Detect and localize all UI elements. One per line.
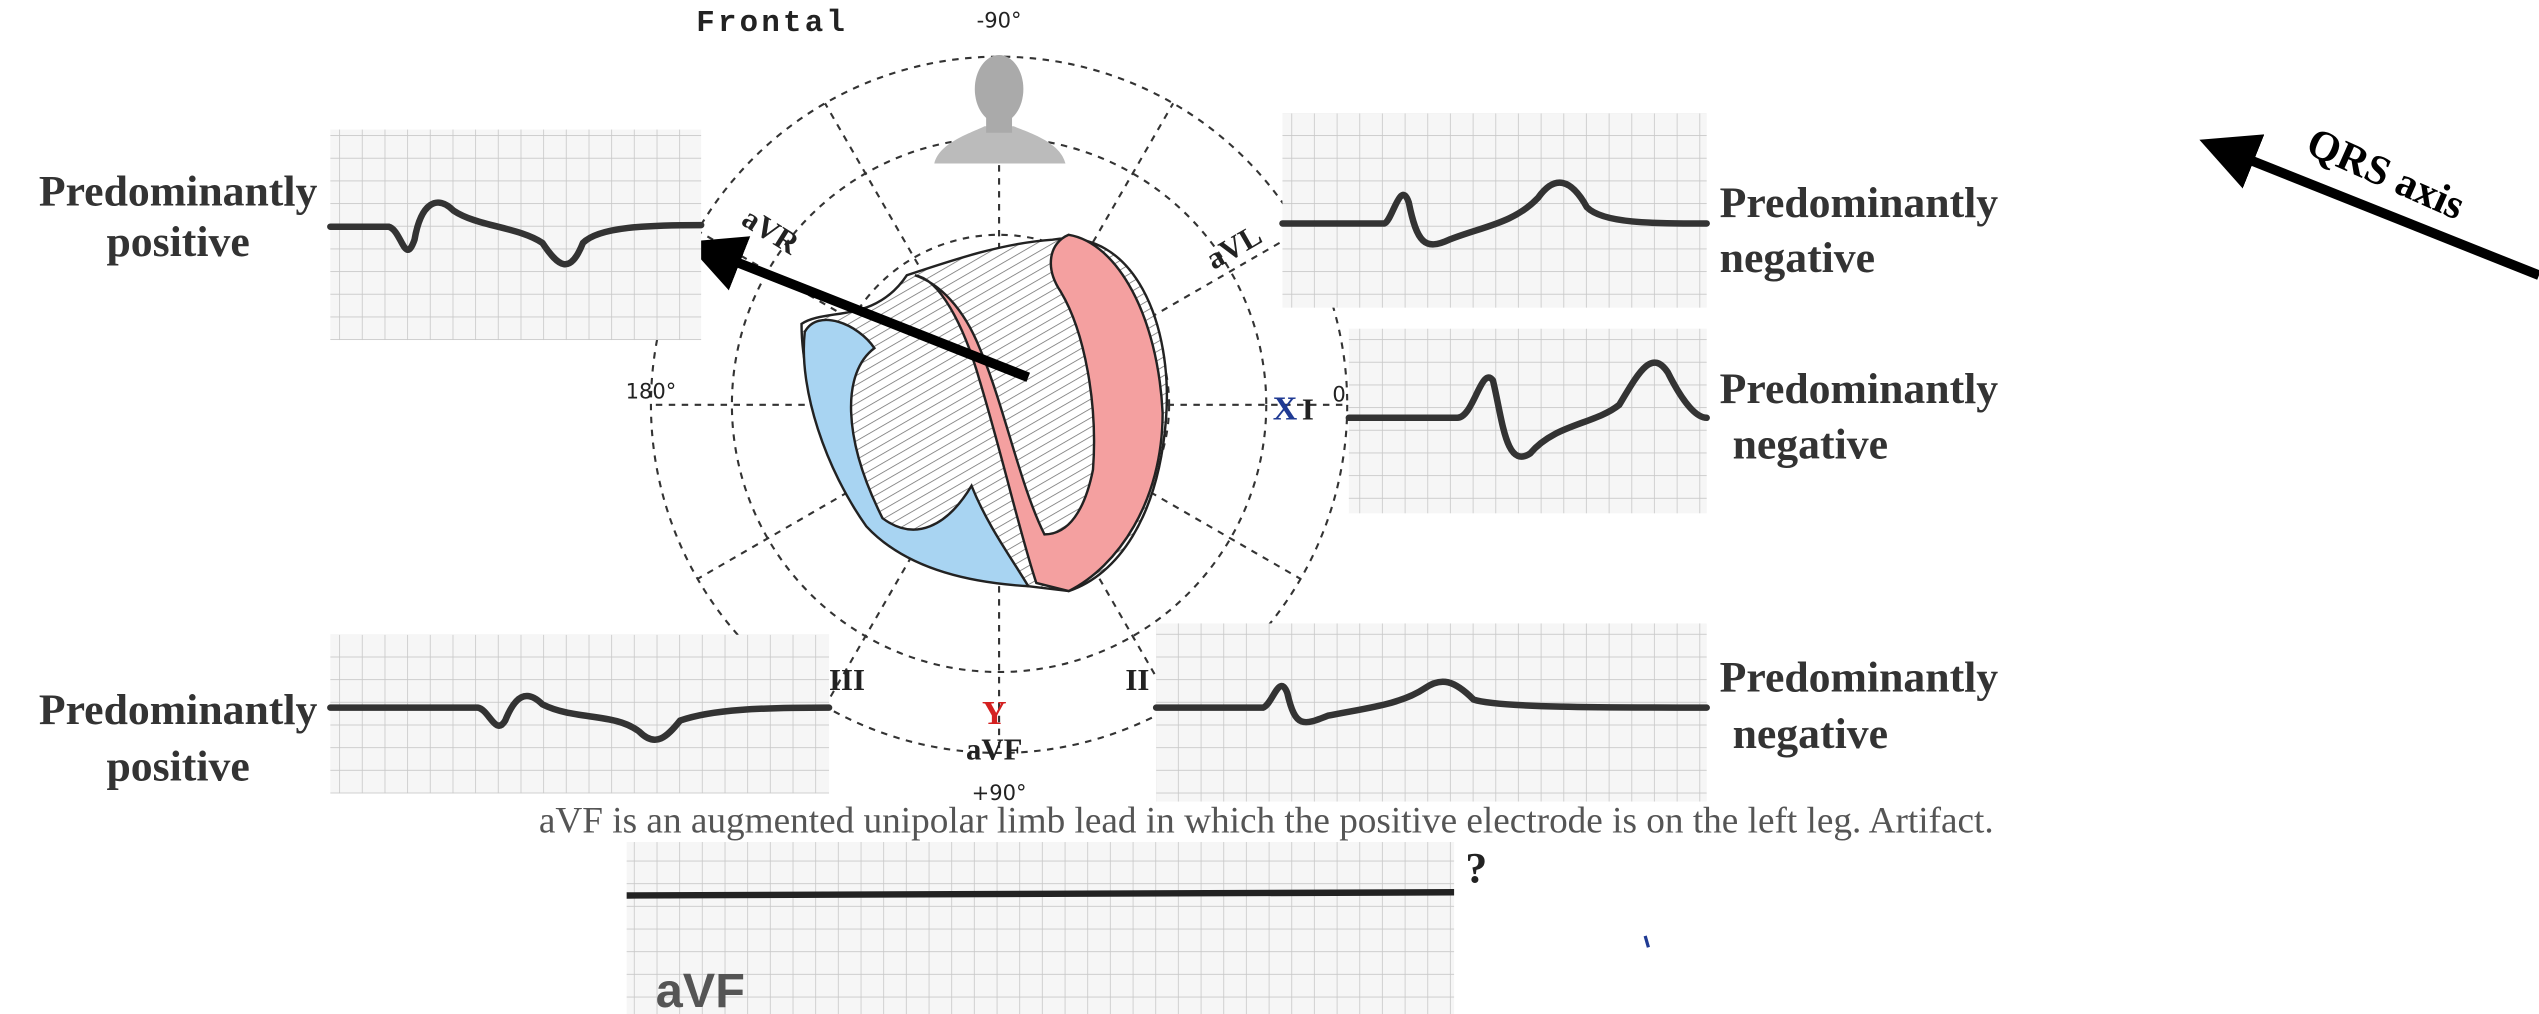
angle-label: +90° [972, 780, 1027, 805]
strip-lead-label: aVF [656, 964, 745, 1014]
polar-ray [1079, 102, 1175, 266]
ecg-strip [327, 634, 833, 794]
strip-label: Predominantly [1720, 653, 1999, 701]
strip-label: positive [106, 218, 249, 266]
polar-ray [824, 544, 920, 707]
strip-label: Predominantly [1720, 179, 1999, 227]
question-mark: ? [1465, 845, 1487, 893]
axis-label: X [1273, 390, 1298, 427]
polar-ray [1138, 229, 1302, 325]
lead-label: II [1125, 663, 1149, 697]
strip-label: positive [106, 742, 249, 790]
strip-label: negative [1720, 234, 1875, 282]
ecg-strip [626, 842, 1455, 1014]
ecg-strip [1279, 113, 1710, 308]
angle-label: -90° [977, 8, 1022, 33]
heart [800, 233, 1169, 593]
strip-label: Predominantly [1720, 365, 1999, 413]
axis-label: Y [982, 695, 1007, 732]
angle-label: 180° [626, 378, 677, 403]
ecg-strip [1152, 623, 1710, 802]
blue-tick [1643, 935, 1650, 948]
lead-label: aVL [1200, 218, 1267, 276]
axis-arrow [685, 236, 1031, 382]
ecg-strip [327, 129, 705, 341]
lead-label: aVF [966, 732, 1022, 766]
strip-label: Predominantly [39, 686, 318, 734]
ecg-strip [1345, 328, 1710, 514]
polar-ray [697, 484, 860, 580]
qrs-arrow [2199, 134, 2539, 280]
lead-label: III [829, 663, 865, 697]
strip-label: negative [1733, 710, 1888, 758]
title: Frontal [696, 6, 848, 41]
lead-label: aVR [736, 201, 805, 262]
polar-ray [824, 102, 920, 266]
head-icon [934, 55, 1066, 164]
angle-label: 0 [1332, 382, 1345, 407]
strip-label: Predominantly [39, 168, 318, 216]
lead-label: I [1302, 392, 1314, 426]
caption: aVF is an augmented unipolar limb lead i… [539, 800, 1994, 841]
strip-label: negative [1733, 420, 1888, 468]
polar-ray [1138, 484, 1302, 580]
